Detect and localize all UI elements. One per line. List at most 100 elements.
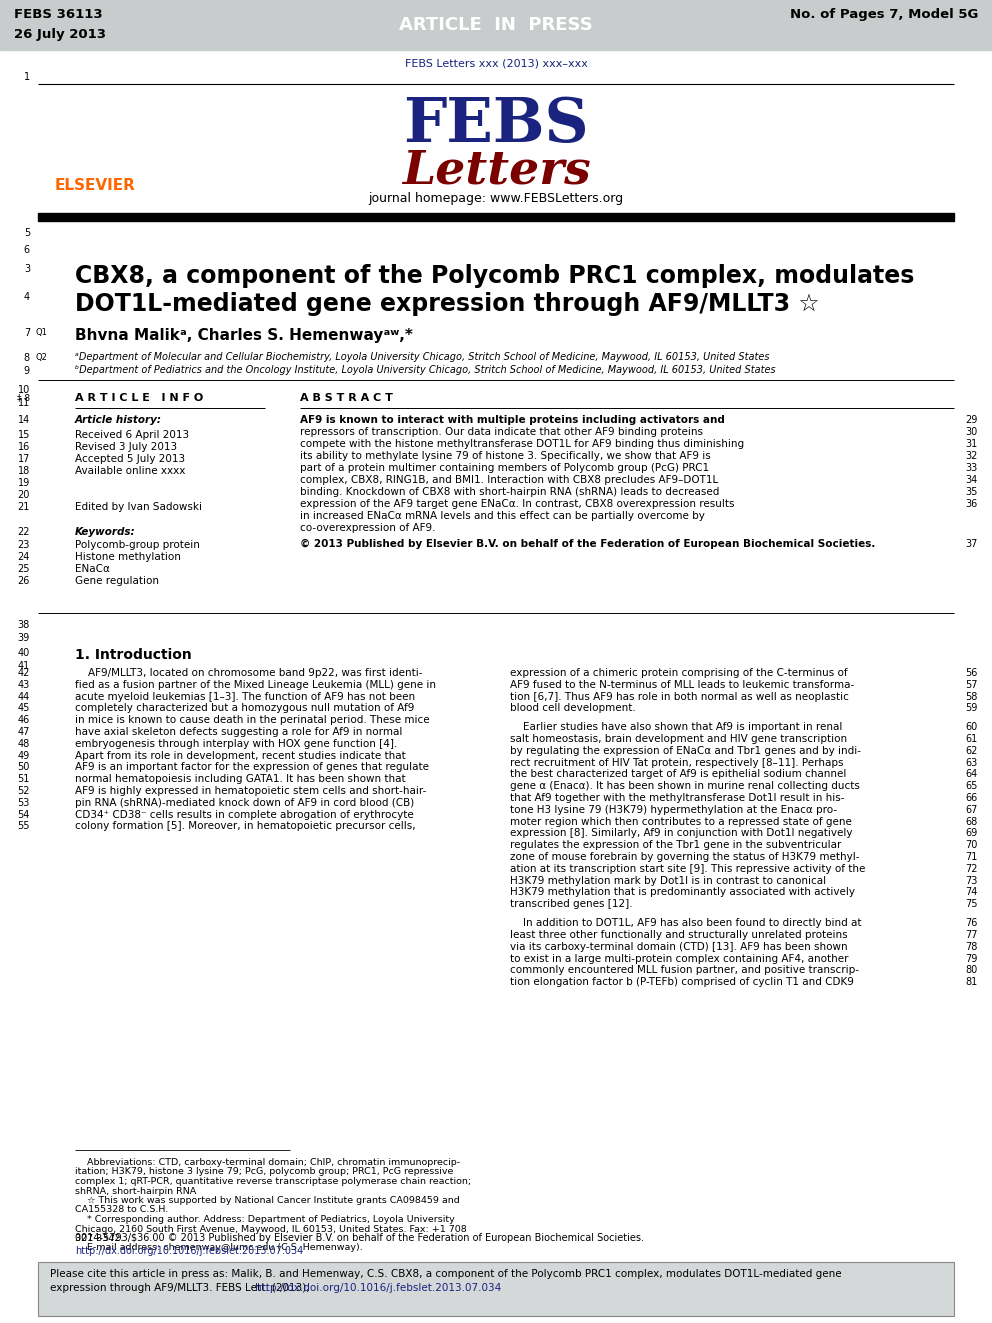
Text: ARTICLE  IN  PRESS: ARTICLE IN PRESS <box>399 16 593 34</box>
Text: CA155328 to C.S.H.: CA155328 to C.S.H. <box>75 1205 169 1215</box>
Text: 53: 53 <box>18 798 30 808</box>
Text: via its carboxy-terminal domain (CTD) [13]. AF9 has been shown: via its carboxy-terminal domain (CTD) [1… <box>510 942 847 951</box>
Text: 0014-5793/$36.00 © 2013 Published by Elsevier B.V. on behalf of the Federation o: 0014-5793/$36.00 © 2013 Published by Els… <box>75 1233 644 1244</box>
Text: Keywords:: Keywords: <box>75 527 136 537</box>
Text: moter region which then contributes to a repressed state of gene: moter region which then contributes to a… <box>510 816 852 827</box>
Text: ᵃDepartment of Molecular and Cellular Biochemistry, Loyola University Chicago, S: ᵃDepartment of Molecular and Cellular Bi… <box>75 352 770 363</box>
Bar <box>38 1262 954 1316</box>
Text: 61: 61 <box>966 734 978 744</box>
Text: 4: 4 <box>24 292 30 302</box>
Text: 81: 81 <box>966 978 978 987</box>
Text: normal hematopoiesis including GATA1. It has been shown that: normal hematopoiesis including GATA1. It… <box>75 774 406 785</box>
Text: H3K79 methylation that is predominantly associated with actively: H3K79 methylation that is predominantly … <box>510 888 855 897</box>
Text: DOT1L-mediated gene expression through AF9/MLLT3 ☆: DOT1L-mediated gene expression through A… <box>75 292 819 316</box>
Text: 16: 16 <box>18 442 30 452</box>
Text: Apart from its role in development, recent studies indicate that: Apart from its role in development, rece… <box>75 750 406 761</box>
Text: H3K79 methylation mark by Dot1l is in contrast to canonical: H3K79 methylation mark by Dot1l is in co… <box>510 876 826 885</box>
Text: 52: 52 <box>18 786 30 796</box>
Text: 5: 5 <box>24 228 30 238</box>
Text: Accepted 5 July 2013: Accepted 5 July 2013 <box>75 454 186 464</box>
Text: AF9 fused to the N-terminus of MLL leads to leukemic transforma-: AF9 fused to the N-terminus of MLL leads… <box>510 680 854 689</box>
Text: shRNA, short-hairpin RNA: shRNA, short-hairpin RNA <box>75 1187 196 1196</box>
Text: 59: 59 <box>965 704 978 713</box>
Text: Earlier studies have also shown that Af9 is important in renal: Earlier studies have also shown that Af9… <box>510 722 842 732</box>
Text: Letters: Letters <box>402 148 590 194</box>
Text: ☆ This work was supported by National Cancer Institute grants CA098459 and: ☆ This work was supported by National Ca… <box>75 1196 459 1205</box>
Text: 50: 50 <box>18 762 30 773</box>
Text: 80: 80 <box>966 966 978 975</box>
Text: commonly encountered MLL fusion partner, and positive transcrip-: commonly encountered MLL fusion partner,… <box>510 966 859 975</box>
Text: co-overexpression of AF9.: co-overexpression of AF9. <box>300 523 435 533</box>
Text: Q2: Q2 <box>35 353 47 363</box>
Text: in mice is known to cause death in the perinatal period. These mice: in mice is known to cause death in the p… <box>75 716 430 725</box>
Text: 6: 6 <box>24 245 30 255</box>
Text: 327 3342.: 327 3342. <box>75 1234 123 1244</box>
Text: ᵇDepartment of Pediatrics and the Oncology Institute, Loyola University Chicago,: ᵇDepartment of Pediatrics and the Oncolo… <box>75 365 776 374</box>
Text: 71: 71 <box>965 852 978 863</box>
Text: AF9 is highly expressed in hematopoietic stem cells and short-hair-: AF9 is highly expressed in hematopoietic… <box>75 786 427 796</box>
Text: FEBS 36113: FEBS 36113 <box>14 8 102 21</box>
Text: 38: 38 <box>18 620 30 630</box>
Text: tone H3 lysine 79 (H3K79) hypermethylation at the Enacα pro-: tone H3 lysine 79 (H3K79) hypermethylati… <box>510 804 837 815</box>
Text: A R T I C L E   I N F O: A R T I C L E I N F O <box>75 393 203 404</box>
Text: 1: 1 <box>24 71 30 82</box>
Text: 45: 45 <box>18 704 30 713</box>
Text: 14: 14 <box>18 415 30 425</box>
Text: No. of Pages 7, Model 5G: No. of Pages 7, Model 5G <box>790 8 978 21</box>
Text: binding. Knockdown of CBX8 with short-hairpin RNA (shRNA) leads to decreased: binding. Knockdown of CBX8 with short-ha… <box>300 487 719 497</box>
Text: 70: 70 <box>965 840 978 851</box>
Text: In addition to DOT1L, AF9 has also been found to directly bind at: In addition to DOT1L, AF9 has also been … <box>510 918 861 929</box>
Text: 23: 23 <box>18 540 30 550</box>
Text: Chicago, 2160 South First Avenue, Maywood, IL 60153, United States. Fax: +1 708: Chicago, 2160 South First Avenue, Maywoo… <box>75 1225 467 1233</box>
Text: expression through AF9/MLLT3. FEBS Lett. (2013),: expression through AF9/MLLT3. FEBS Lett.… <box>50 1283 312 1293</box>
Text: 24: 24 <box>18 552 30 562</box>
Text: 48: 48 <box>18 738 30 749</box>
Text: 31: 31 <box>966 439 978 448</box>
Text: 69: 69 <box>966 828 978 839</box>
Text: 55: 55 <box>18 822 30 831</box>
Text: regulates the expression of the Tbr1 gene in the subventricular: regulates the expression of the Tbr1 gen… <box>510 840 841 851</box>
Text: 66: 66 <box>966 792 978 803</box>
Text: Histone methylation: Histone methylation <box>75 552 181 562</box>
Text: CBX8, a component of the Polycomb PRC1 complex, modulates: CBX8, a component of the Polycomb PRC1 c… <box>75 265 915 288</box>
Text: 3: 3 <box>24 265 30 274</box>
Text: to exist in a large multi-protein complex containing AF4, another: to exist in a large multi-protein comple… <box>510 954 848 963</box>
Text: Bhvna Malikᵃ, Charles S. Hemenwayᵃʷ,*: Bhvna Malikᵃ, Charles S. Hemenwayᵃʷ,* <box>75 328 413 343</box>
Text: 8: 8 <box>24 353 30 363</box>
Text: 43: 43 <box>18 680 30 689</box>
Text: 73: 73 <box>965 876 978 885</box>
Text: Revised 3 July 2013: Revised 3 July 2013 <box>75 442 178 452</box>
Text: 32: 32 <box>965 451 978 460</box>
Text: 65: 65 <box>965 782 978 791</box>
Text: 67: 67 <box>965 804 978 815</box>
Text: Edited by Ivan Sadowski: Edited by Ivan Sadowski <box>75 501 202 512</box>
Text: CD34⁺ CD38⁻ cells results in complete abrogation of erythrocyte: CD34⁺ CD38⁻ cells results in complete ab… <box>75 810 414 820</box>
Text: complex 1; qRT-PCR, quantitative reverse transcriptase polymerase chain reaction: complex 1; qRT-PCR, quantitative reverse… <box>75 1177 471 1185</box>
Text: FEBS: FEBS <box>403 95 589 155</box>
Text: journal homepage: www.FEBSLetters.org: journal homepage: www.FEBSLetters.org <box>368 192 624 205</box>
Text: 60: 60 <box>966 722 978 732</box>
Text: ation at its transcription start site [9]. This repressive activity of the: ation at its transcription start site [9… <box>510 864 865 875</box>
Text: 26: 26 <box>18 576 30 586</box>
Text: expression of a chimeric protein comprising of the C-terminus of: expression of a chimeric protein compris… <box>510 668 847 677</box>
Text: 37: 37 <box>965 538 978 549</box>
Text: by regulating the expression of ENaCα and Tbr1 genes and by indi-: by regulating the expression of ENaCα an… <box>510 746 861 755</box>
Text: transcribed genes [12].: transcribed genes [12]. <box>510 900 633 909</box>
Text: AF9/MLLT3, located on chromosome band 9p22, was first identi-: AF9/MLLT3, located on chromosome band 9p… <box>75 668 423 677</box>
Bar <box>0 0 992 50</box>
Text: least three other functionally and structurally unrelated proteins: least three other functionally and struc… <box>510 930 847 939</box>
Text: in increased ENaCα mRNA levels and this effect can be partially overcome by: in increased ENaCα mRNA levels and this … <box>300 511 705 521</box>
Text: Gene regulation: Gene regulation <box>75 576 159 586</box>
Text: the best characterized target of Af9 is epithelial sodium channel: the best characterized target of Af9 is … <box>510 770 846 779</box>
Text: 29: 29 <box>965 415 978 425</box>
Text: 68: 68 <box>966 816 978 827</box>
Text: expression [8]. Similarly, Af9 in conjunction with Dot1l negatively: expression [8]. Similarly, Af9 in conjun… <box>510 828 852 839</box>
Text: expression of the AF9 target gene ENaCα. In contrast, CBX8 overexpression result: expression of the AF9 target gene ENaCα.… <box>300 499 734 509</box>
Text: 17: 17 <box>18 454 30 464</box>
Text: Q1: Q1 <box>35 328 47 337</box>
Text: 44: 44 <box>18 692 30 701</box>
Text: pin RNA (shRNA)-mediated knock down of AF9 in cord blood (CB): pin RNA (shRNA)-mediated knock down of A… <box>75 798 415 808</box>
Text: FEBS Letters xxx (2013) xxx–xxx: FEBS Letters xxx (2013) xxx–xxx <box>405 58 587 67</box>
Text: 62: 62 <box>965 746 978 755</box>
Text: 46: 46 <box>18 716 30 725</box>
